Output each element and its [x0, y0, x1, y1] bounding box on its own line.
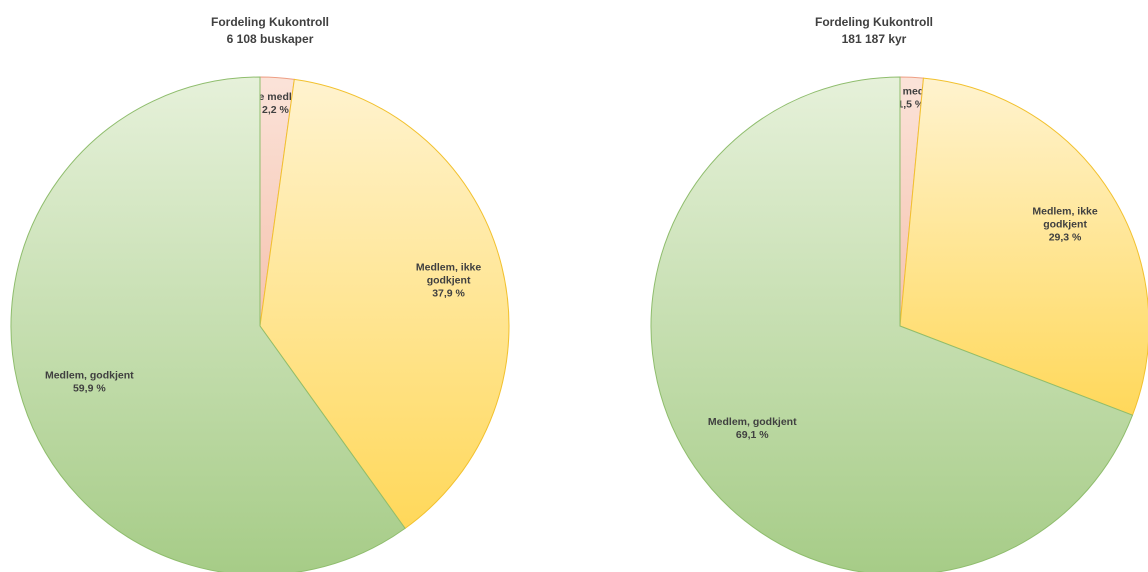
chart-title: Fordeling Kukontroll 181 187 kyr: [600, 14, 1148, 48]
pie-svg: Ikke medlem 2,2 %Medlem, ikke godkjent 37,9…: [10, 76, 510, 572]
chart-subtitle: 181 187 kyr: [841, 32, 907, 46]
slice-medlem-godkjent: [650, 76, 1134, 572]
chart-title-line: Fordeling Kukontroll: [815, 15, 933, 29]
chart-title: Fordeling Kukontroll 6 108 buskaper: [0, 14, 540, 48]
label-medlem-ikke-godkjent: Medlem, ikke godkjent 37,9 %: [416, 261, 482, 299]
chart-title-line: Fordeling Kukontroll: [211, 15, 329, 29]
pie-chart-buskaper: Fordeling Kukontroll 6 108 buskaper Ikke…: [0, 0, 540, 572]
slice-medlem-ikke-godkjent: [259, 78, 510, 530]
pie-chart-kyr: Fordeling Kukontroll 181 187 kyr Ikke me…: [600, 0, 1148, 572]
pie-svg: Ikke medlem 1,5 %Medlem, ikke godkjent 29,3…: [650, 76, 1148, 572]
label-medlem-ikke-godkjent: Medlem, ikke godkjent 29,3 %: [1032, 206, 1098, 244]
label-medlem-godkjent: Medlem, godkjent 59,9 %: [45, 369, 134, 394]
chart-subtitle: 6 108 buskaper: [226, 32, 314, 46]
slice-medlem-godkjent: [10, 76, 406, 572]
slice-medlem-ikke-godkjent: [899, 77, 1148, 416]
label-medlem-godkjent: Medlem, godkjent 69,1 %: [708, 416, 797, 441]
